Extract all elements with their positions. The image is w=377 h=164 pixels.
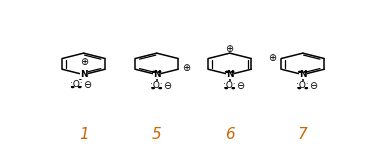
Circle shape [78,87,81,88]
Circle shape [152,88,154,89]
Text: N: N [80,70,87,79]
Text: :O:: :O: [224,81,236,90]
Text: :O:: :O: [296,81,309,90]
Text: 5: 5 [152,127,162,142]
Text: 7: 7 [298,127,308,142]
Text: :O:: :O: [70,80,83,89]
Circle shape [305,71,307,72]
Circle shape [72,87,74,88]
Text: $\oplus$: $\oplus$ [268,52,278,63]
Circle shape [299,71,301,72]
Text: N: N [153,70,161,79]
Circle shape [153,71,155,72]
Circle shape [298,88,300,89]
Text: $\ominus$: $\ominus$ [163,80,172,91]
Text: $\ominus$: $\ominus$ [83,79,92,90]
Text: 1: 1 [79,127,89,142]
Circle shape [305,88,308,89]
Text: $\ominus$: $\ominus$ [309,80,319,91]
Text: $\ominus$: $\ominus$ [236,80,245,91]
Text: N: N [226,70,233,79]
Circle shape [159,88,161,89]
Text: 6: 6 [225,127,234,142]
Circle shape [226,71,228,72]
Circle shape [158,71,161,72]
Text: :O:: :O: [150,81,163,90]
Circle shape [231,71,234,72]
Text: N: N [299,70,307,79]
Text: $\oplus$: $\oplus$ [225,43,234,54]
Text: $\oplus$: $\oplus$ [182,62,191,73]
Text: $\oplus$: $\oplus$ [80,56,90,67]
Circle shape [232,88,234,89]
Circle shape [225,88,227,89]
